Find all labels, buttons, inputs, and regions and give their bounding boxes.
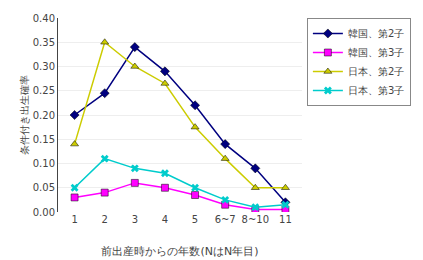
svg-text:0.05: 0.05	[33, 182, 55, 193]
svg-text:2: 2	[102, 214, 108, 225]
svg-text:0.20: 0.20	[33, 110, 55, 121]
svg-text:0.35: 0.35	[33, 37, 55, 48]
svg-text:日本、第2子: 日本、第2子	[348, 66, 404, 77]
svg-text:前出産時からの年数(NはN年目): 前出産時からの年数(NはN年目)	[101, 245, 258, 258]
svg-text:韓国、第2子: 韓国、第2子	[348, 28, 404, 39]
svg-text:0.10: 0.10	[33, 158, 55, 169]
svg-text:条件付き出生確率: 条件付き出生確率	[19, 75, 30, 155]
svg-text:0.15: 0.15	[33, 134, 55, 145]
svg-text:0.40: 0.40	[33, 13, 55, 24]
svg-text:4: 4	[162, 214, 168, 225]
svg-text:0.00: 0.00	[33, 207, 55, 218]
svg-text:日本、第3子: 日本、第3子	[348, 85, 404, 96]
svg-text:韓国、第3子: 韓国、第3子	[348, 47, 404, 58]
svg-text:1: 1	[71, 214, 77, 225]
svg-text:0.25: 0.25	[33, 85, 55, 96]
svg-text:6~7: 6~7	[215, 214, 236, 225]
svg-text:0.30: 0.30	[33, 61, 55, 72]
svg-text:3: 3	[132, 214, 138, 225]
svg-text:11: 11	[279, 214, 292, 225]
svg-text:8~10: 8~10	[242, 214, 269, 225]
svg-text:5: 5	[192, 214, 198, 225]
